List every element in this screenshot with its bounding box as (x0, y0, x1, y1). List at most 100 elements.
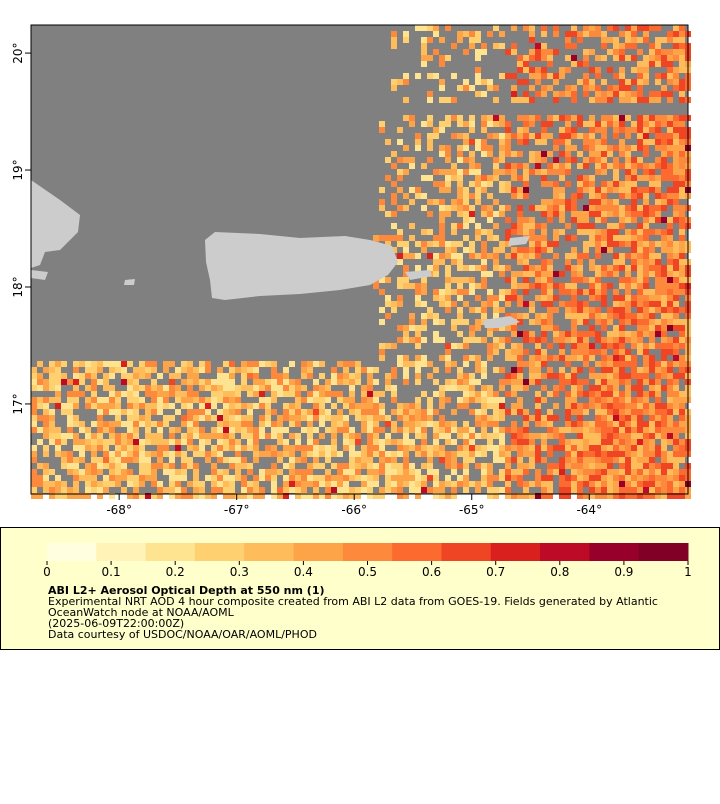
aod-pixel (397, 403, 403, 409)
aod-pixel (649, 301, 655, 307)
aod-pixel (631, 157, 637, 163)
aod-pixel (637, 145, 643, 151)
aod-pixel (133, 385, 139, 391)
aod-pixel (229, 403, 235, 409)
aod-pixel (607, 355, 613, 361)
aod-pixel (403, 439, 409, 445)
aod-pixel (373, 283, 379, 289)
aod-pixel (523, 229, 529, 235)
aod-pixel (511, 85, 517, 91)
aod-pixel (415, 145, 421, 151)
aod-pixel (79, 493, 85, 499)
aod-pixel (85, 493, 91, 499)
aod-pixel (109, 475, 115, 481)
aod-pixel (667, 463, 673, 469)
aod-pixel (517, 67, 523, 73)
aod-pixel (391, 469, 397, 475)
aod-pixel (175, 373, 181, 379)
aod-pixel (667, 133, 673, 139)
aod-pixel (637, 67, 643, 73)
aod-pixel (37, 439, 43, 445)
aod-pixel (589, 193, 595, 199)
aod-pixel (553, 325, 559, 331)
aod-pixel (403, 415, 409, 421)
aod-pixel (283, 493, 289, 499)
aod-pixel (385, 157, 391, 163)
aod-pixel (595, 481, 601, 487)
aod-pixel (409, 481, 415, 487)
aod-pixel (265, 385, 271, 391)
aod-pixel (247, 367, 253, 373)
aod-pixel (529, 367, 535, 373)
aod-pixel (673, 145, 679, 151)
aod-pixel (337, 427, 343, 433)
aod-pixel (451, 385, 457, 391)
aod-pixel (235, 457, 241, 463)
aod-pixel (541, 493, 547, 499)
aod-pixel (433, 313, 439, 319)
aod-pixel (439, 229, 445, 235)
aod-pixel (127, 391, 133, 397)
aod-pixel (595, 415, 601, 421)
aod-pixel (511, 49, 517, 55)
aod-pixel (403, 193, 409, 199)
aod-pixel (367, 373, 373, 379)
aod-pixel (547, 169, 553, 175)
aod-pixel (199, 367, 205, 373)
aod-pixel (361, 451, 367, 457)
land (31, 180, 530, 328)
aod-pixel (475, 145, 481, 151)
aod-pixel (541, 319, 547, 325)
aod-pixel (361, 475, 367, 481)
aod-pixel (469, 121, 475, 127)
aod-pixel (649, 55, 655, 61)
aod-pixel (259, 427, 265, 433)
aod-pixel (343, 493, 349, 499)
aod-pixel (289, 361, 295, 367)
aod-pixel (589, 199, 595, 205)
aod-pixel (205, 403, 211, 409)
aod-pixel (589, 457, 595, 463)
aod-pixel (661, 385, 667, 391)
aod-pixel (499, 289, 505, 295)
aod-pixel (49, 361, 55, 367)
aod-pixel (667, 187, 673, 193)
aod-pixel (643, 487, 649, 493)
aod-pixel (145, 361, 151, 367)
aod-pixel (589, 475, 595, 481)
aod-pixel (229, 439, 235, 445)
aod-pixel (415, 133, 421, 139)
aod-pixel (625, 115, 631, 121)
aod-pixel (127, 481, 133, 487)
aod-pixel (151, 409, 157, 415)
aod-pixel (463, 79, 469, 85)
aod-pixel (505, 427, 511, 433)
aod-pixel (529, 85, 535, 91)
aod-pixel (325, 487, 331, 493)
aod-pixel (415, 403, 421, 409)
aod-pixel (655, 79, 661, 85)
aod-pixel (463, 445, 469, 451)
aod-pixel (667, 433, 673, 439)
aod-pixel (79, 391, 85, 397)
aod-pixel (541, 223, 547, 229)
aod-pixel (673, 241, 679, 247)
aod-pixel (385, 487, 391, 493)
aod-pixel (493, 367, 499, 373)
aod-pixel (391, 487, 397, 493)
aod-pixel (301, 367, 307, 373)
aod-pixel (73, 475, 79, 481)
aod-pixel (55, 397, 61, 403)
aod-pixel (517, 223, 523, 229)
aod-pixel (457, 193, 463, 199)
aod-pixel (475, 409, 481, 415)
aod-pixel (439, 319, 445, 325)
aod-pixel (613, 475, 619, 481)
aod-pixel (499, 379, 505, 385)
aod-pixel (247, 493, 253, 499)
aod-pixel (109, 403, 115, 409)
aod-pixel (517, 349, 523, 355)
aod-pixel (211, 415, 217, 421)
aod-pixel (415, 241, 421, 247)
aod-pixel (289, 469, 295, 475)
